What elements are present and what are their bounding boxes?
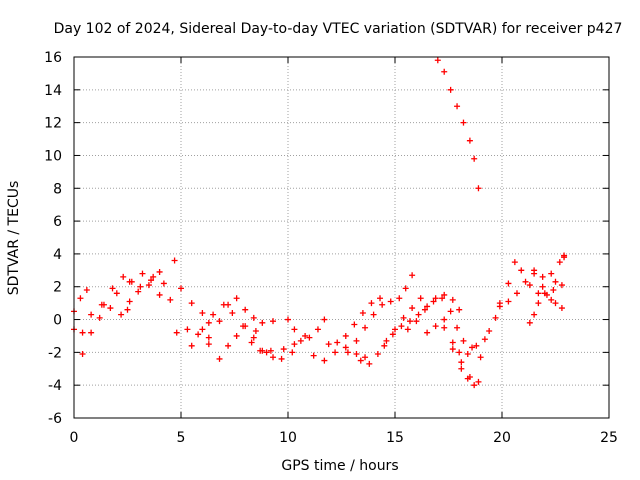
series-sat-k bbox=[285, 316, 369, 364]
series-sat-n bbox=[357, 295, 424, 367]
y-tick-label: 16 bbox=[44, 50, 62, 66]
y-tick-label: 8 bbox=[53, 181, 62, 197]
grid-lines bbox=[74, 57, 609, 418]
data-points bbox=[325, 295, 384, 348]
data-points bbox=[79, 268, 163, 358]
series-sat-s bbox=[456, 303, 503, 358]
data-points bbox=[357, 295, 424, 367]
series-sat-l bbox=[325, 295, 384, 348]
series-sat-e bbox=[124, 282, 212, 326]
chart-title: Day 102 of 2024, Sidereal Day-to-day VTE… bbox=[54, 21, 623, 37]
x-tick-label: 10 bbox=[279, 430, 297, 446]
data-points bbox=[531, 270, 565, 307]
y-tick-label: -2 bbox=[48, 345, 62, 361]
data-points bbox=[344, 272, 416, 356]
x-tick-label: 15 bbox=[386, 430, 404, 446]
y-tick-label: 10 bbox=[44, 148, 62, 164]
x-axis-label: GPS time / hours bbox=[281, 458, 398, 474]
data-points bbox=[100, 257, 178, 308]
data-points bbox=[496, 254, 568, 307]
data-points bbox=[124, 282, 212, 326]
data-points bbox=[267, 316, 328, 362]
y-tick-label: -6 bbox=[48, 411, 62, 427]
data-points bbox=[404, 295, 484, 361]
series-sat-p bbox=[404, 295, 484, 361]
axes-ticks: 0 5 10 15 20 25 -6 -4 -2 0 2 4 6 8 10 12 14 16 bbox=[44, 50, 618, 446]
series-sat-c bbox=[79, 268, 163, 358]
data-points bbox=[456, 303, 503, 358]
series-sat-r bbox=[441, 316, 478, 389]
series-sat-u bbox=[496, 254, 568, 307]
series-sat-m bbox=[344, 272, 416, 356]
plot-area bbox=[71, 57, 568, 389]
x-tick-label: 0 bbox=[70, 430, 79, 446]
data-points bbox=[173, 323, 259, 362]
data-points bbox=[505, 252, 568, 305]
data-points bbox=[188, 301, 270, 356]
series-sat-d bbox=[100, 257, 178, 308]
series-sat-i bbox=[248, 339, 298, 361]
data-points bbox=[526, 287, 565, 326]
series-sat-q bbox=[424, 323, 482, 385]
series-sat-v bbox=[505, 252, 568, 305]
x-tick-label: 25 bbox=[600, 430, 618, 446]
series-sat-o bbox=[381, 291, 463, 349]
y-tick-label: 0 bbox=[53, 313, 62, 329]
series-sat-h bbox=[188, 301, 270, 356]
data-points bbox=[434, 57, 482, 192]
plot-frame bbox=[73, 56, 610, 419]
y-tick-label: 6 bbox=[53, 214, 62, 230]
data-points bbox=[424, 323, 482, 385]
y-axis-label: SDTVAR / TECUs bbox=[6, 181, 22, 296]
y-tick-label: 2 bbox=[53, 280, 62, 296]
y-tick-label: 14 bbox=[44, 83, 62, 99]
series-sat-j bbox=[267, 316, 328, 362]
data-points bbox=[381, 291, 463, 349]
y-tick-label: 4 bbox=[53, 247, 62, 263]
series-sat-x bbox=[526, 287, 565, 326]
x-tick-label: 20 bbox=[493, 430, 511, 446]
data-points bbox=[285, 316, 369, 364]
series-sat-w bbox=[531, 270, 565, 307]
data-points bbox=[205, 295, 277, 341]
data-points bbox=[441, 316, 478, 389]
x-tick-label: 5 bbox=[177, 430, 186, 446]
series-sat-t bbox=[434, 57, 482, 192]
data-points bbox=[248, 339, 298, 361]
y-tick-label: -4 bbox=[48, 378, 62, 394]
series-sat-g bbox=[205, 295, 277, 341]
series-sat-f bbox=[173, 323, 259, 362]
y-tick-label: 12 bbox=[44, 116, 62, 132]
